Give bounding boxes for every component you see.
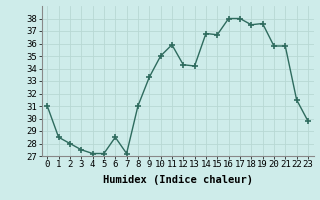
X-axis label: Humidex (Indice chaleur): Humidex (Indice chaleur) xyxy=(103,175,252,185)
